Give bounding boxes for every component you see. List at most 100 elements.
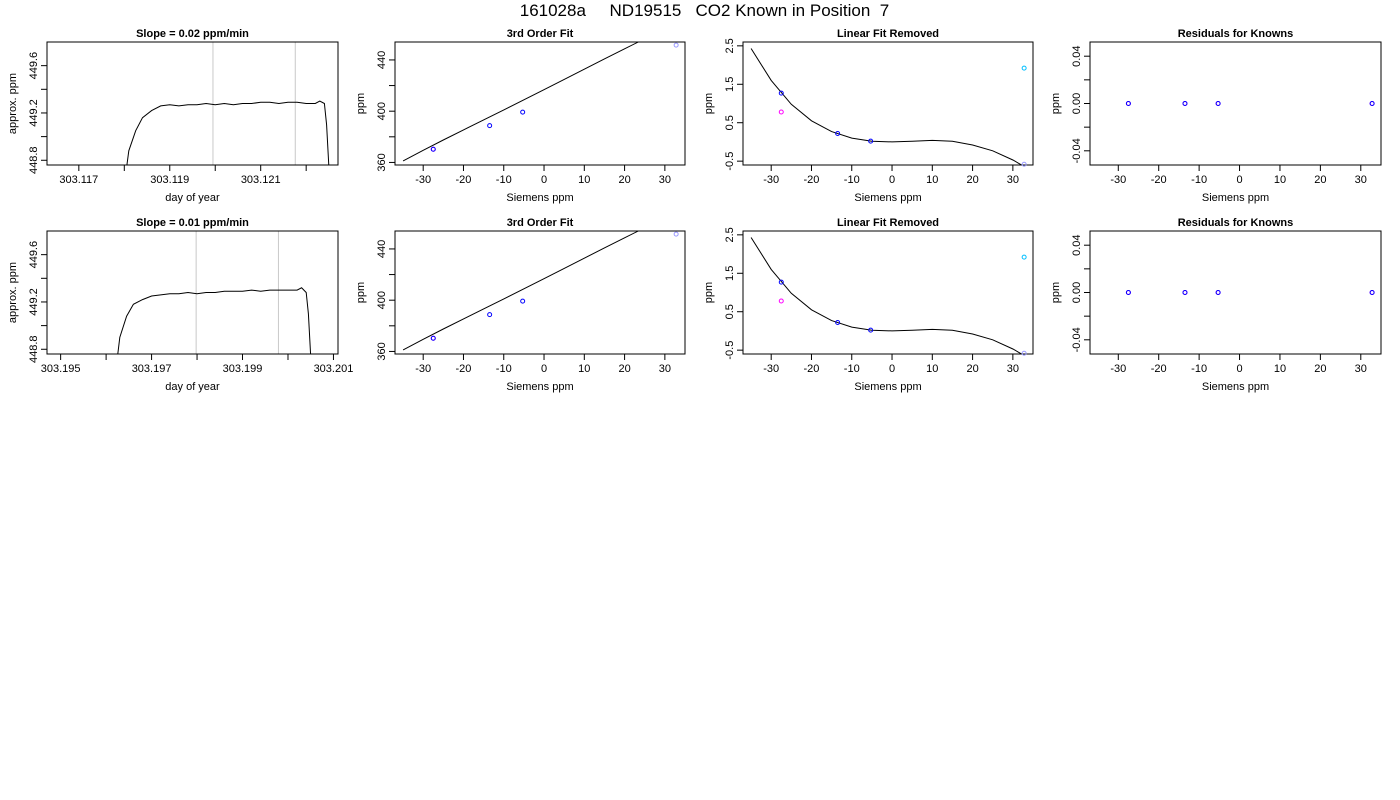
x-tick-label: -30	[1110, 363, 1126, 375]
y-tick-label: -0.5	[724, 341, 736, 360]
data-point	[868, 138, 874, 144]
x-tick-label: 10	[926, 363, 938, 375]
x-tick-label: 0	[1236, 174, 1242, 186]
data-point	[1369, 101, 1375, 106]
y-tick-label: 440	[376, 240, 388, 258]
y-axis-label: ppm	[1050, 282, 1062, 303]
x-axis-label: Siemens ppm	[1202, 192, 1269, 204]
x-tick-label: -20	[1151, 174, 1167, 186]
x-tick-label: -30	[415, 174, 431, 186]
panel-title: Linear Fit Removed	[837, 217, 939, 229]
data-point	[1369, 290, 1375, 295]
x-tick-label: -20	[456, 363, 472, 375]
x-axis-label: Siemens ppm	[854, 192, 921, 204]
x-tick-label: 20	[618, 174, 630, 186]
y-tick-label: 440	[376, 51, 388, 69]
figure-title: 161028a ND19515 CO2 Known in Position 7	[519, 1, 890, 20]
x-axis-label: day of year	[165, 192, 220, 204]
panel-title: Linear Fit Removed	[837, 28, 939, 40]
x-tick-label: -30	[1110, 174, 1126, 186]
panel-5: Slope = 0.01 ppm/min 303.195 303.197 303.19…	[7, 217, 353, 393]
x-tick-label: 30	[659, 174, 671, 186]
x-tick-label: -10	[1191, 363, 1207, 375]
x-tick-label: -30	[763, 174, 779, 186]
x-tick-label: 20	[966, 174, 978, 186]
x-tick-label: 0	[541, 363, 547, 375]
y-tick-label: 0.04	[1071, 234, 1083, 255]
x-tick-label: 303.197	[132, 363, 172, 375]
y-tick-label: 360	[376, 153, 388, 171]
x-tick-label: 0	[889, 363, 895, 375]
panel-4: Residuals for Knowns -30 -20 -10 0 10 20 30 -0.0…	[1050, 28, 1382, 204]
data-point	[1182, 101, 1188, 106]
y-tick-label: 449.6	[28, 241, 40, 269]
x-tick-label: -30	[415, 363, 431, 375]
x-tick-label: -10	[844, 363, 860, 375]
x-tick-label: 30	[1007, 363, 1019, 375]
plot-frame	[742, 230, 1034, 355]
data-point	[1215, 101, 1221, 106]
y-tick-label: 400	[376, 102, 388, 120]
x-tick-label: 20	[618, 363, 630, 375]
panel-1: Slope = 0.02 ppm/min 303.117 303.119 303.12…	[7, 28, 339, 204]
x-tick-label: 20	[1314, 363, 1326, 375]
x-tick-label: 303.119	[150, 174, 189, 186]
x-tick-label: 10	[1274, 363, 1286, 375]
fit-curve	[402, 42, 640, 162]
y-tick-label: 0.04	[1071, 45, 1083, 66]
y-tick-label: -0.04	[1071, 138, 1083, 163]
y-axis-label: approx. ppm	[7, 262, 19, 323]
panel-title: Slope = 0.01 ppm/min	[136, 217, 249, 229]
data-point	[430, 335, 436, 341]
y-tick-label: 1.5	[724, 77, 736, 92]
panel-3: Linear Fit Removed -30 -20 -10 0 10 20 30 -0.5 0.…	[703, 28, 1034, 204]
y-tick-label: 448.8	[28, 336, 40, 364]
x-tick-label: 10	[926, 174, 938, 186]
data-point	[520, 109, 526, 115]
y-tick-label: 2.5	[724, 38, 736, 53]
x-tick-label: 30	[1355, 174, 1367, 186]
data-point	[430, 146, 436, 152]
x-axis-label: Siemens ppm	[854, 381, 921, 393]
x-tick-label: 303.201	[314, 363, 354, 375]
data-point	[1021, 161, 1027, 167]
data-point	[778, 109, 784, 115]
panel-title: 3rd Order Fit	[507, 217, 574, 229]
data-point	[778, 279, 784, 285]
y-tick-label: 400	[376, 291, 388, 309]
y-tick-label: 0.00	[1071, 282, 1083, 303]
y-tick-label: -0.04	[1071, 327, 1083, 352]
x-tick-label: 303.195	[41, 363, 81, 375]
x-tick-label: 30	[1007, 174, 1019, 186]
x-tick-label: 30	[659, 363, 671, 375]
x-axis-label: Siemens ppm	[506, 381, 573, 393]
y-tick-label: -0.5	[724, 152, 736, 171]
y-axis-label: ppm	[703, 282, 715, 303]
x-tick-label: 10	[578, 174, 590, 186]
y-tick-label: 1.5	[724, 266, 736, 281]
y-axis-label: ppm	[355, 282, 367, 303]
panel-6: 3rd Order Fit -30 -20 -10 0 10 20 30 360 400 440 Si…	[355, 217, 686, 393]
fit-curve	[750, 48, 1023, 165]
panel-title: Residuals for Knowns	[1178, 217, 1294, 229]
y-axis-label: approx. ppm	[7, 73, 19, 134]
data-point	[835, 319, 841, 325]
fit-curve	[402, 231, 640, 351]
plot-frame	[742, 41, 1034, 166]
x-tick-label: 20	[1314, 174, 1326, 186]
data-point	[868, 327, 874, 333]
x-tick-label: 303.117	[59, 174, 98, 186]
x-axis-label: Siemens ppm	[1202, 381, 1269, 393]
data-point	[778, 90, 784, 96]
x-tick-label: -20	[804, 363, 820, 375]
x-axis-label: Siemens ppm	[506, 192, 573, 204]
data-point	[1182, 290, 1188, 295]
x-tick-label: 30	[1355, 363, 1367, 375]
panel-title: Slope = 0.02 ppm/min	[136, 28, 249, 40]
y-tick-label: 2.5	[724, 227, 736, 242]
y-tick-label: 360	[376, 342, 388, 360]
x-tick-label: -10	[1191, 174, 1207, 186]
y-tick-label: 0.5	[724, 304, 736, 319]
data-point	[673, 42, 679, 48]
